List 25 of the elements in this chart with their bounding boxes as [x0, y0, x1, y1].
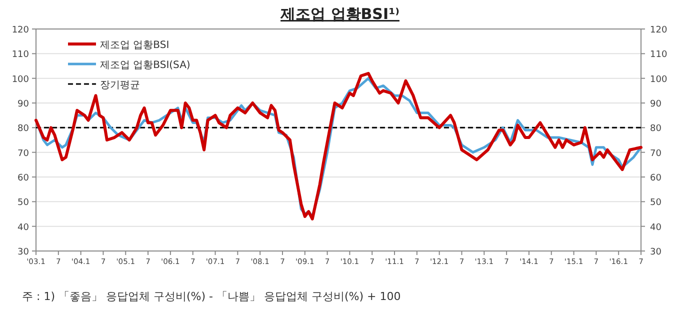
y2-tick-label: 40	[650, 222, 662, 233]
y-tick-label: 110	[12, 50, 30, 60]
y2-tick-label: 30	[650, 248, 662, 258]
text: 주 : 1) 「좋음」 응답업체 구성비(%) - 「나쁨」 응답업체 구성비(%) + 100	[22, 290, 401, 303]
y-tick-label: 120	[12, 26, 30, 36]
chart-title: 제조업 업황BSI¹⁾	[280, 5, 400, 23]
legend-label: 제조업 업황BSI	[100, 40, 170, 51]
y-tick-label: 70	[18, 148, 30, 159]
y2-tick-label: 90	[650, 100, 662, 110]
y-tick-label: 50	[18, 198, 30, 208]
y2-tick-label: 80	[650, 124, 662, 134]
y-tick-label: 60	[18, 174, 30, 184]
y2-tick-label: 100	[650, 74, 668, 85]
y-tick-label: 80	[18, 124, 30, 134]
legend-label: 장기평균	[100, 80, 140, 91]
y-tick-label: 30	[18, 248, 30, 258]
y2-tick-label: 50	[650, 198, 662, 208]
y-tick-label: 90	[18, 100, 30, 110]
y-tick-label: 40	[18, 222, 30, 233]
y2-tick-label: 60	[650, 174, 662, 184]
y2-tick-label: 120	[650, 26, 668, 36]
legend-label: 제조업 업황BSI(SA)	[100, 60, 190, 71]
y2-tick-label: 70	[650, 148, 662, 159]
y2-tick-label: 110	[650, 50, 668, 60]
y-tick-label: 100	[12, 74, 30, 85]
